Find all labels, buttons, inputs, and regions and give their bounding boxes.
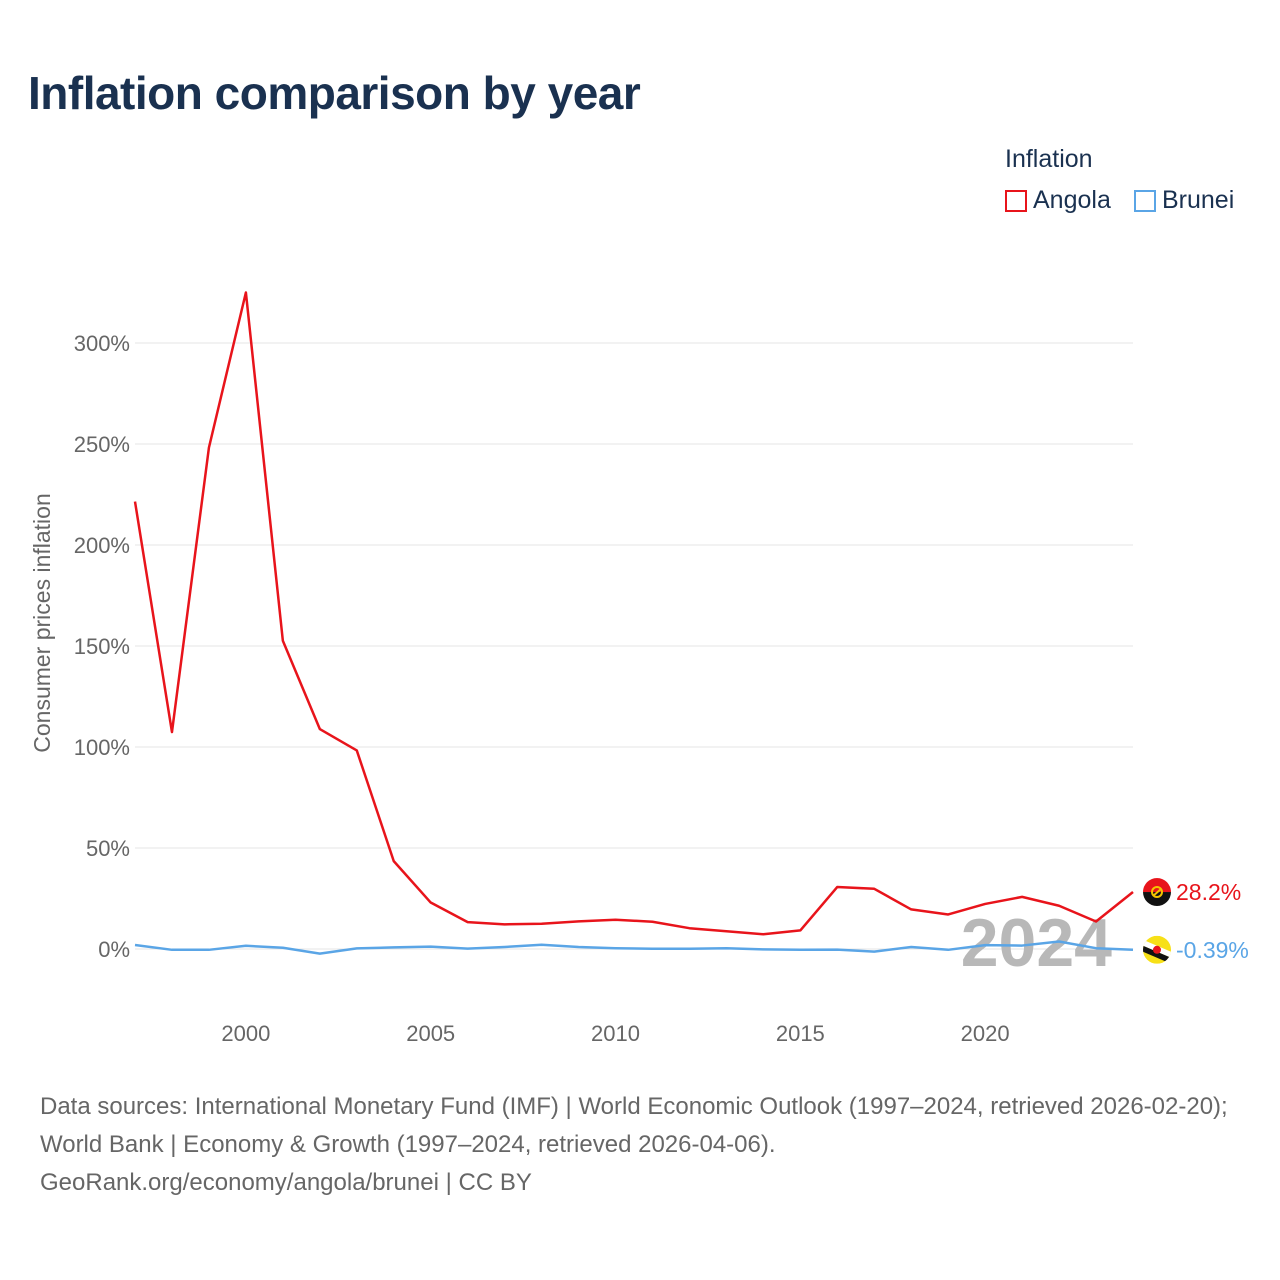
line-chart: 0%50%100%150%200%250%300% 2000 2005 2010 20… [29, 291, 1249, 1046]
legend-item-angola[interactable]: Angola [1005, 186, 1111, 215]
y-tick-label: 50% [86, 836, 130, 861]
legend-swatch-brunei [1134, 189, 1156, 212]
series-end-markers: 28.2% -0.39% [1143, 878, 1249, 964]
brunei-flag-icon [1143, 935, 1171, 964]
x-tick-label: 2005 [406, 1021, 455, 1046]
legend-item-brunei[interactable]: Brunei [1134, 186, 1234, 215]
y-tick-label: 150% [74, 634, 130, 659]
series-line-angola[interactable] [133, 291, 1134, 936]
data-sources: Data sources: International Monetary Fun… [40, 1093, 1228, 1158]
angola-flag-icon [1143, 878, 1171, 907]
y-tick-label: 0% [98, 937, 130, 962]
series-lines [133, 291, 1134, 955]
y-axis-label: Consumer prices inflation [29, 493, 55, 753]
legend-label-angola: Angola [1033, 186, 1111, 214]
footer: Data sources: International Monetary Fun… [40, 1088, 1245, 1202]
legend-title: Inflation [1005, 145, 1093, 173]
series-line-brunei[interactable] [134, 940, 1134, 955]
y-axis-ticks: 0% 50% 100% 150% 200% 250% 300% [74, 331, 130, 962]
page-title: Inflation comparison by year [28, 67, 641, 119]
end-label-angola: 28.2% [1176, 879, 1241, 905]
y-tick-label: 300% [74, 331, 130, 356]
x-tick-label: 2020 [961, 1021, 1010, 1046]
x-tick-label: 2000 [221, 1021, 270, 1046]
grid-lines [135, 342, 1133, 950]
x-axis-ticks: 2000 2005 2010 2015 2020 [221, 1021, 1009, 1046]
legend-label-brunei: Brunei [1162, 186, 1235, 214]
y-tick-label: 100% [74, 735, 130, 760]
legend-swatch-angola [1005, 189, 1027, 212]
x-tick-label: 2010 [591, 1021, 640, 1046]
credit-link[interactable]: GeoRank.org/economy/angola/brunei | CC B… [40, 1169, 532, 1196]
y-tick-label: 250% [74, 432, 130, 457]
end-label-brunei: -0.39% [1176, 937, 1249, 963]
y-tick-label: 200% [74, 533, 130, 558]
x-tick-label: 2015 [776, 1021, 825, 1046]
